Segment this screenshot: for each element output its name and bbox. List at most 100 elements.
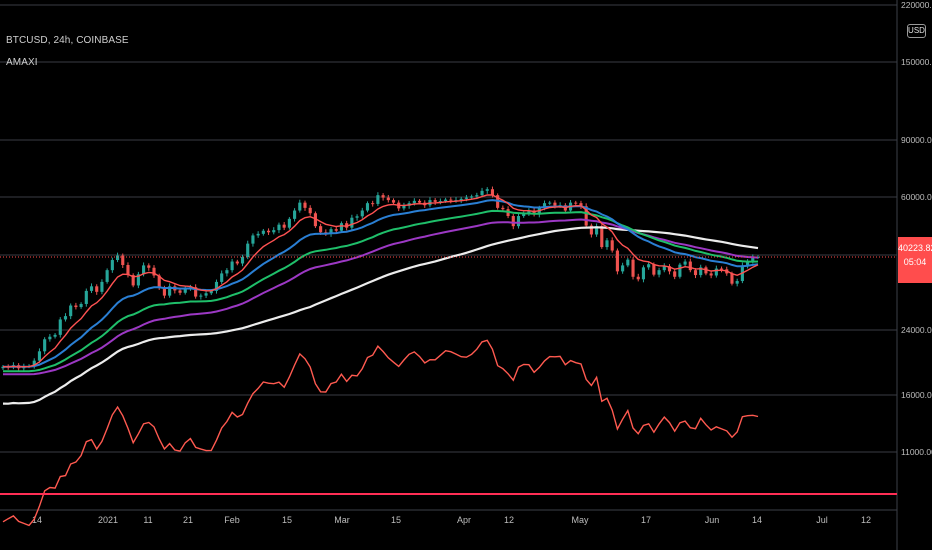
candle-body bbox=[386, 197, 390, 201]
candle-body bbox=[444, 199, 448, 202]
candle-body bbox=[511, 216, 515, 227]
candle-body bbox=[334, 229, 338, 231]
candle-body bbox=[433, 200, 437, 202]
candle-body bbox=[329, 229, 333, 234]
candle-body bbox=[449, 199, 453, 201]
candle-body bbox=[204, 293, 208, 296]
time-axis-label: 14 bbox=[752, 515, 762, 525]
candle-body bbox=[194, 287, 198, 297]
candle-body bbox=[84, 290, 88, 304]
time-axis-label: 2021 bbox=[98, 515, 118, 525]
candle-body bbox=[230, 261, 234, 271]
candle-body bbox=[636, 276, 640, 280]
candle-body bbox=[532, 210, 536, 215]
candle-body bbox=[183, 288, 187, 293]
candle-body bbox=[522, 213, 526, 217]
candle-body bbox=[641, 267, 646, 280]
last-price-badge: 40223.82 05:04 bbox=[898, 237, 932, 283]
candle-body bbox=[32, 360, 36, 366]
candle-body bbox=[43, 339, 47, 352]
candle-body bbox=[350, 217, 354, 228]
candle-body bbox=[605, 240, 609, 248]
candle-body bbox=[579, 203, 583, 207]
time-axis-label: Jun bbox=[705, 515, 720, 525]
candle-body bbox=[516, 216, 521, 227]
bar-countdown: 05:04 bbox=[903, 257, 927, 267]
red-moving-average bbox=[2, 194, 759, 368]
price-axis-label: 60000.00 bbox=[901, 192, 932, 202]
price-axis-label: 220000.00 bbox=[901, 0, 932, 10]
candle-body bbox=[339, 223, 344, 231]
candle-body bbox=[365, 203, 370, 211]
candle-body bbox=[152, 267, 156, 276]
time-axis-label: 15 bbox=[282, 515, 292, 525]
candle-body bbox=[595, 226, 599, 235]
candle-body bbox=[376, 195, 380, 204]
candle-body bbox=[214, 281, 219, 291]
indicator-label[interactable]: AMAXI bbox=[6, 57, 38, 68]
amaxi-line bbox=[2, 339, 759, 527]
candle-body bbox=[381, 195, 385, 198]
time-axis-label: 15 bbox=[391, 515, 401, 525]
candle-body bbox=[657, 270, 661, 275]
price-axis-label: 90000.00 bbox=[901, 135, 932, 145]
time-axis-label: May bbox=[571, 515, 589, 525]
candle-body bbox=[391, 200, 396, 203]
time-axis-label: 17 bbox=[641, 515, 651, 525]
candle-body bbox=[662, 266, 666, 271]
candle-body bbox=[470, 196, 474, 198]
candle-body bbox=[600, 226, 604, 248]
candle-body bbox=[542, 203, 547, 208]
price-axis-label: 150000.00 bbox=[901, 57, 932, 67]
candle-body bbox=[256, 233, 260, 236]
candle-body bbox=[251, 235, 255, 244]
symbol-title[interactable]: BTCUSD, 24h, COINBASE bbox=[6, 35, 129, 46]
purple-moving-average bbox=[3, 218, 759, 376]
candle-body bbox=[74, 305, 78, 308]
candle-body bbox=[584, 206, 588, 226]
candle-body bbox=[303, 202, 307, 208]
candle-body bbox=[714, 268, 718, 276]
candle-body bbox=[142, 265, 146, 275]
candle-body bbox=[162, 288, 166, 296]
currency-badge[interactable]: USD bbox=[907, 24, 926, 38]
candle-body bbox=[480, 190, 484, 196]
candle-body bbox=[688, 261, 692, 271]
candle-body bbox=[417, 200, 422, 203]
candle-body bbox=[678, 264, 682, 277]
candle-body bbox=[157, 275, 161, 289]
candle-body bbox=[475, 195, 479, 197]
candle-body bbox=[225, 270, 229, 274]
candle-body bbox=[621, 265, 625, 272]
candle-body bbox=[287, 218, 291, 228]
candle-body bbox=[490, 189, 495, 196]
candle-body bbox=[412, 200, 416, 204]
candle-body bbox=[199, 295, 203, 297]
candle-body bbox=[131, 275, 135, 286]
candle-body bbox=[89, 286, 94, 291]
price-axis-label: 11000.00 bbox=[901, 447, 932, 457]
price-axis-label: 16000.00 bbox=[901, 390, 932, 400]
candle-body bbox=[730, 273, 734, 284]
candle-body bbox=[235, 261, 239, 264]
candle-body bbox=[667, 266, 672, 272]
candle-body bbox=[168, 286, 172, 296]
candle-body bbox=[298, 202, 302, 211]
candle-body bbox=[683, 261, 687, 265]
candle-body bbox=[126, 265, 130, 276]
candle-body bbox=[53, 334, 57, 337]
time-axis-label: 11 bbox=[143, 515, 152, 525]
candle-body bbox=[121, 255, 125, 266]
candle-body bbox=[735, 281, 739, 284]
time-axis-label: 21 bbox=[183, 515, 193, 525]
candle-body bbox=[402, 205, 406, 209]
candle-body bbox=[652, 264, 656, 275]
candle-body bbox=[69, 305, 73, 317]
blue-moving-average bbox=[3, 199, 759, 368]
candle-body bbox=[308, 207, 312, 214]
candle-body bbox=[246, 243, 250, 258]
last-price-value: 40223.82 bbox=[898, 243, 932, 253]
candle-body bbox=[261, 230, 265, 234]
